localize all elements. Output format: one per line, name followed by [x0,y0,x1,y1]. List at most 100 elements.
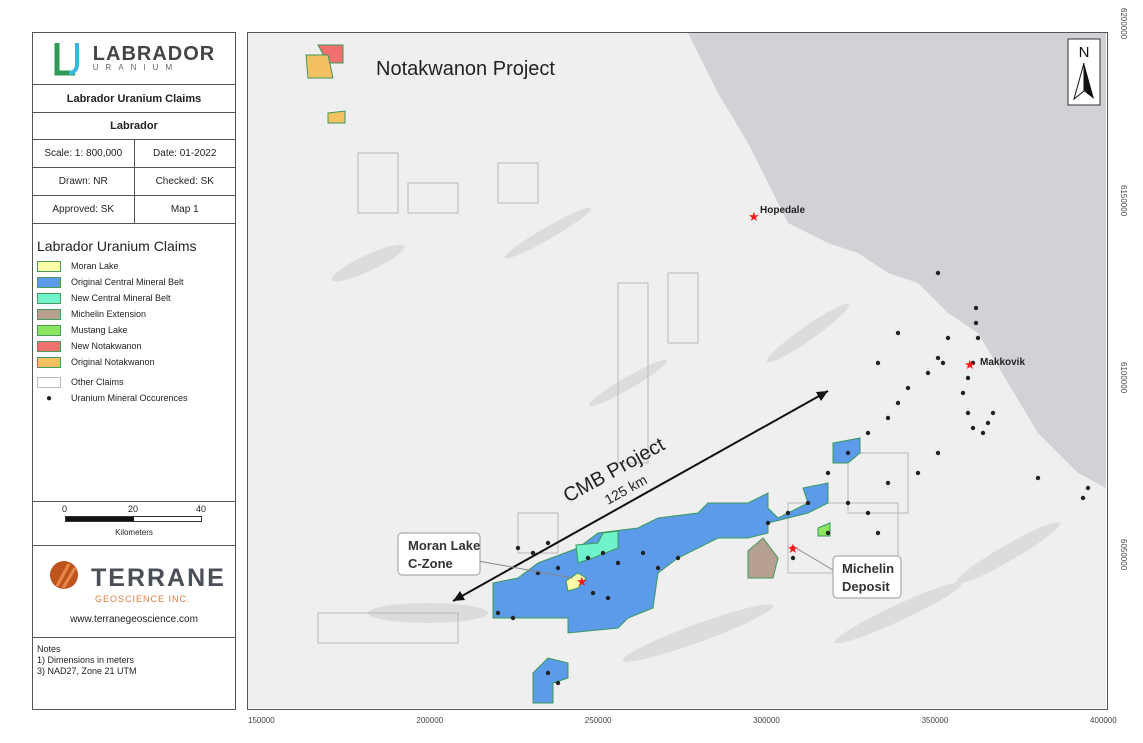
x-tick-label: 200000 [416,716,444,725]
occurrence-point [925,370,931,376]
note-line: 1) Dimensions in meters [37,655,135,665]
occurrence-point [765,520,771,526]
moran-label-2: C-Zone [408,556,453,571]
occurrence-point [895,330,901,336]
occurrence-dot-icon: ● [45,392,53,404]
lu-logo-icon [54,42,79,75]
region: Labrador [33,113,235,140]
legend-label: Michelin Extension [71,309,147,319]
hopedale-star-icon: ★ [748,209,760,224]
occurrence-point [510,615,516,621]
legend-label: Uranium Mineral Occurences [71,393,188,403]
occurrence-point [655,565,661,571]
terrane-name: TERRANE [91,564,226,592]
occurrence-point [545,540,551,546]
uranium-occurrences [495,270,1091,686]
legend-item: New Notakwanon [37,338,231,354]
x-tick-label: 150000 [248,716,275,725]
michelin-label-2: Deposit [842,579,890,594]
occurrence-point [905,385,911,391]
legend-swatch [37,340,61,352]
occurrence-point [605,595,611,601]
occurrence-point [545,670,551,676]
occurrence-point [935,355,941,361]
x-tick-label: 350000 [921,716,949,725]
map-frame[interactable]: Notakwanon Project CMB Project 125 km Mo… [247,32,1108,710]
occurrence-point [885,415,891,421]
occurrence-point [555,565,561,571]
legend-label: Other Claims [71,377,124,387]
occurrence-point [590,590,596,596]
occurrence-point [640,550,646,556]
michelin-callout: Michelin Deposit [795,547,902,599]
occurrence-point [825,530,831,536]
logo-sub: URANIUM [92,63,180,72]
occurrence-point [960,390,966,396]
legend-item: Moran Lake [37,258,231,274]
occurrence-point [970,360,976,366]
title-block: LABRADOR URANIUM Labrador Uranium Claims … [32,32,236,710]
sea [688,33,1106,488]
scale-tick: 40 [196,504,207,514]
terrane-url[interactable]: www.terranegeoscience.com [70,614,198,625]
map-canvas[interactable]: Notakwanon Project CMB Project 125 km Mo… [248,33,1106,708]
makkovik-star-icon: ★ [964,357,976,372]
scale-text: Scale: 1: 800,000 [44,148,123,159]
occurrence-point [940,360,946,366]
occurrence-point [600,550,606,556]
occurrence-point [1035,475,1041,481]
occurrence-point [980,430,986,436]
scale-tick: 0 [62,504,68,514]
legend-label: New Notakwanon [71,341,142,351]
moran-star-icon: ★ [576,574,588,589]
legend-item: New Central Mineral Belt [37,290,231,306]
occurrence-point [790,545,796,551]
occurrence-point [875,360,881,366]
y-tick-label: 6150000 [1119,185,1128,217]
project-title: Notakwanon Project [376,58,555,80]
occurrence-point [935,450,941,456]
legend-item: Original Central Mineral Belt [37,274,231,290]
michelin-star-icon: ★ [787,541,799,556]
legend-title: Labrador Uranium Claims [37,238,197,254]
drawn-text: Drawn: NR [58,176,108,187]
cmb-extent-arrow [452,390,829,602]
legend-swatch [37,324,61,336]
terrane-logo: TERRANE GEOSCIENCE INC. www.terranegeosc… [33,546,235,638]
occurrence-point [845,450,851,456]
y-tick-label: 6200000 [1119,8,1128,40]
legend-label: Mustang Lake [71,325,128,335]
occurrence-point [585,555,591,561]
michelin-label-1: Michelin [842,561,894,576]
note-line: 3) NAD27, Zone 21 UTM [37,666,137,676]
scale-unit: Kilometers [115,528,153,537]
occurrence-point [865,430,871,436]
other-claims-swatch [37,376,61,388]
legend-swatch [37,260,61,272]
legend-swatch [37,276,61,288]
occurrence-point [865,510,871,516]
occurrence-point [973,320,979,326]
labrador-uranium-logo: LABRADOR URANIUM [33,33,235,85]
other-claims [317,152,909,644]
scale-bar: 0 20 40 Kilometers [33,502,235,546]
legend: Labrador Uranium Claims Moran Lake Origin… [33,224,235,502]
occurrence-point [845,500,851,506]
scale-tick: 20 [128,504,139,514]
legend-item: Mustang Lake [37,322,231,338]
occurrence-point [973,305,979,311]
legend-item: Original Notakwanon [37,354,231,370]
occurrence-point [945,335,951,341]
x-tick-label: 250000 [584,716,612,725]
terrane-sub: GEOSCIENCE INC. [95,594,191,604]
checked-text: Checked: SK [133,168,236,195]
occurrence-point [885,480,891,486]
occurrence-point [935,270,941,276]
legend-swatch [37,356,61,368]
legend-label: New Central Mineral Belt [71,293,171,303]
y-tick-label: 6050000 [1119,539,1128,571]
occurrence-point [970,425,976,431]
town-makkovik: Makkovik [980,357,1025,368]
moran-callout: Moran Lake C-Zone [397,532,574,579]
moran-label-1: Moran Lake [408,538,480,553]
